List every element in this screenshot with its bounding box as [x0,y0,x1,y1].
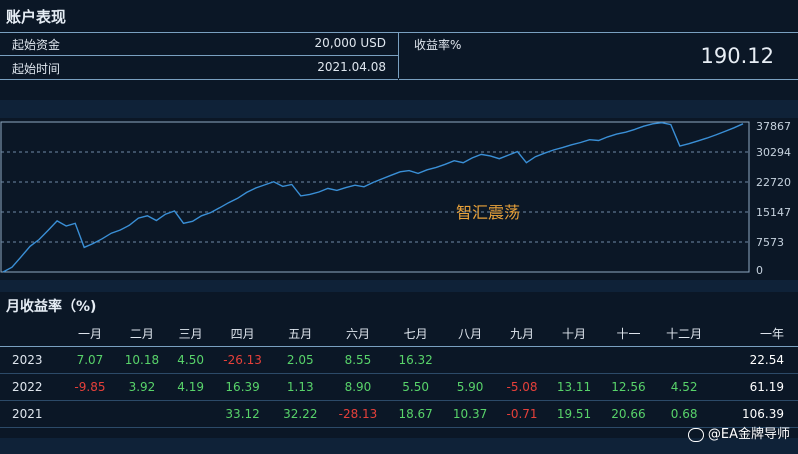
header-month: 一月 [65,320,115,347]
initial-capital-label: 起始资金 [12,38,61,52]
month-return-cell: 10.18 [114,346,170,374]
chat-icon [687,427,704,442]
header-month: 二月 [114,320,170,347]
initial-capital-row: 起始资金 20,000 USD [0,32,398,56]
header-month: 三月 [169,320,213,347]
header-month: 六月 [327,320,389,347]
month-return-cell [442,346,498,374]
return-value: 190.12 [700,44,774,68]
month-return-cell [169,400,213,428]
table-row: 2021 33.12 32.22 -28.13 18.67 10.37 -0.71 19.51… [0,400,798,428]
y-tick-label: 7573 [756,236,784,249]
month-return-cell: -0.71 [497,400,547,428]
initial-capital-value: 20,000 USD [314,36,386,50]
month-return-cell: 2.05 [273,346,328,374]
separator-band-3 [0,438,798,454]
month-return-cell: 13.11 [546,373,602,401]
header-month: 十一 [601,320,656,347]
header-month: 十月 [546,320,602,347]
month-return-cell [601,346,656,374]
table-header-row: 一月 二月 三月 四月 五月 六月 七月 八月 九月 十月 十一 十二月 一年 [0,320,798,347]
month-return-cell: 4.52 [655,373,713,401]
summary-divider [398,32,399,78]
equity-chart: 37867 30294 22720 15147 7573 0 智汇震荡 [0,120,791,277]
monthly-return-table: 一月 二月 三月 四月 五月 六月 七月 八月 九月 十月 十一 十二月 一年 2023 7.07 10.1… [0,320,798,428]
month-return-cell: 16.39 [212,373,274,401]
year-total-cell: 61.19 [712,373,798,401]
month-return-cell: 4.50 [169,346,213,374]
table-body: 2023 7.07 10.18 4.50 -26.13 2.05 8.55 16.32 22.5… [0,346,798,428]
header-month: 八月 [442,320,498,347]
account-performance-title: 账户表现 [6,8,67,26]
y-tick-label: 0 [756,264,763,277]
month-return-cell [655,346,713,374]
month-return-cell: 8.90 [327,373,389,401]
y-tick-label: 15147 [756,206,791,219]
header-month: 九月 [497,320,547,347]
month-return-cell: 8.55 [327,346,389,374]
table-row: 2023 7.07 10.18 4.50 -26.13 2.05 8.55 16.32 22.5… [0,346,798,374]
plot-area [0,121,750,273]
month-return-cell: 32.22 [273,400,328,428]
return-label: 收益率% [414,38,462,52]
table-row: 2022 -9.85 3.92 4.19 16.39 1.13 8.90 5.50 5.90 -5… [0,373,798,401]
month-return-cell: -26.13 [212,346,274,374]
month-return-cell: 0.68 [655,400,713,428]
month-return-cell: -5.08 [497,373,547,401]
equity-line [2,121,744,273]
header-month: 十二月 [655,320,713,347]
y-tick-label: 30294 [756,146,791,159]
row-year: 2021 [0,400,66,428]
month-return-cell: 1.13 [273,373,328,401]
month-return-cell: 4.19 [169,373,213,401]
start-time-value: 2021.04.08 [317,60,386,74]
month-return-cell: 20.66 [601,400,656,428]
month-return-cell: -28.13 [327,400,389,428]
month-return-cell: 3.92 [114,373,170,401]
header-month: 七月 [388,320,443,347]
row-year: 2022 [0,373,66,401]
row-year: 2023 [0,346,66,374]
month-return-cell: 33.12 [212,400,274,428]
watermark: @EA金牌导师 [687,423,790,442]
year-total-cell: 106.39 [712,400,798,428]
separator-band [0,100,798,118]
month-return-cell: 7.07 [65,346,115,374]
monthly-return-title: 月收益率（%) [6,299,97,315]
month-return-cell [65,400,115,428]
watermark-text: @EA金牌导师 [707,427,790,442]
separator-band-2 [0,280,798,292]
month-return-cell: 10.37 [442,400,498,428]
chart-title: 智汇震荡 [456,203,520,222]
month-return-cell [497,346,547,374]
start-time-label: 起始时间 [12,62,61,76]
month-return-cell [546,346,602,374]
month-return-cell [114,400,170,428]
y-tick-label: 37867 [756,120,791,133]
month-return-cell: 19.51 [546,400,602,428]
header-year [0,320,66,347]
month-return-cell: 12.56 [601,373,656,401]
month-return-cell: 16.32 [388,346,443,374]
month-return-cell: 5.50 [388,373,443,401]
y-tick-labels: 37867 30294 22720 15147 7573 0 [756,120,791,277]
month-return-cell: 5.90 [442,373,498,401]
header-month: 五月 [273,320,328,347]
year-total-cell: 22.54 [712,346,798,374]
month-return-cell: 18.67 [388,400,443,428]
header-month: 一年 [712,320,798,347]
month-return-cell: -9.85 [65,373,115,401]
y-tick-label: 22720 [756,176,791,189]
header-month: 四月 [212,320,274,347]
start-time-row: 起始时间 2021.04.08 [0,56,398,79]
